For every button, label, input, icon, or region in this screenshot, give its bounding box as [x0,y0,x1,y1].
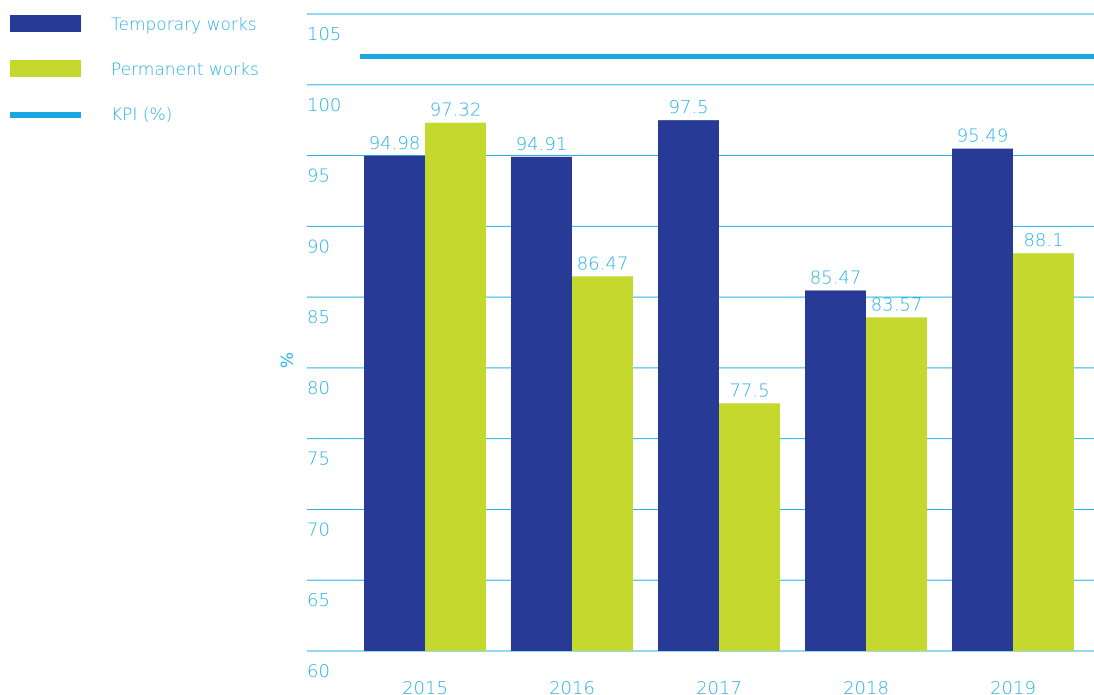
legend-swatch-permanent-works [10,60,81,77]
bar-permanent-works-2018 [866,317,927,651]
y-tick-label-85: 85 [307,307,330,328]
y-tick-label-100: 100 [307,95,341,116]
bar-permanent-works-2015 [425,122,486,652]
data-label-temporary-works-2016: 94.91 [516,134,568,155]
legend-swatch-temporary-works [10,15,81,32]
data-label-temporary-works-2018: 85.47 [810,267,862,288]
y-tick-label-70: 70 [307,519,330,540]
legend-label-temporary-works: Temporary works [111,15,257,35]
data-label-permanent-works-2015: 97.32 [430,100,482,121]
data-labels: 94.98 97.32 94.91 86.47 97.5 77.5 85.47 83.57 95… [369,97,1064,401]
y-tick-label-90: 90 [307,236,330,257]
y-tick-label-80: 80 [307,378,330,399]
y-tick-label-95: 95 [307,166,330,187]
y-axis-ticks: 60 65 70 75 80 85 90 95 100 105 [307,24,341,682]
legend-label-kpi: KPI (%) [111,105,172,125]
data-label-permanent-works-2019: 88.1 [1023,230,1063,251]
bar-temporary-works-2017 [658,120,719,651]
bar-temporary-works-2018 [805,290,866,651]
bar-permanent-works-2017 [719,403,780,651]
legend-label-permanent-works: Permanent works [111,60,259,80]
y-axis-label: % [278,352,298,368]
y-tick-label-105: 105 [307,24,341,45]
x-tick-label-2019: 2019 [990,678,1036,695]
bar-permanent-works-2019 [1013,253,1074,651]
bar-permanent-works-2016 [572,276,633,651]
data-label-permanent-works-2017: 77.5 [729,380,769,401]
y-tick-label-60: 60 [307,661,330,682]
x-tick-label-2015: 2015 [402,678,448,695]
x-tick-label-2016: 2016 [549,678,595,695]
y-tick-label-65: 65 [307,590,330,611]
bar-temporary-works-2019 [952,148,1013,652]
data-label-permanent-works-2016: 86.47 [577,253,629,274]
bar-temporary-works-2016 [511,156,572,651]
x-tick-label-2017: 2017 [696,678,742,695]
data-label-temporary-works-2015: 94.98 [369,133,421,154]
x-tick-label-2018: 2018 [843,678,889,695]
data-label-temporary-works-2017: 97.5 [668,97,708,118]
y-tick-label-75: 75 [307,449,330,470]
bars [364,120,1074,652]
legend: Temporary works Permanent works KPI (%) [10,15,259,125]
x-axis-ticks: 2015 2016 2017 2018 2019 [402,678,1036,695]
data-label-temporary-works-2019: 95.49 [957,126,1009,147]
data-label-permanent-works-2018: 83.57 [871,294,923,315]
bar-temporary-works-2015 [364,155,425,651]
